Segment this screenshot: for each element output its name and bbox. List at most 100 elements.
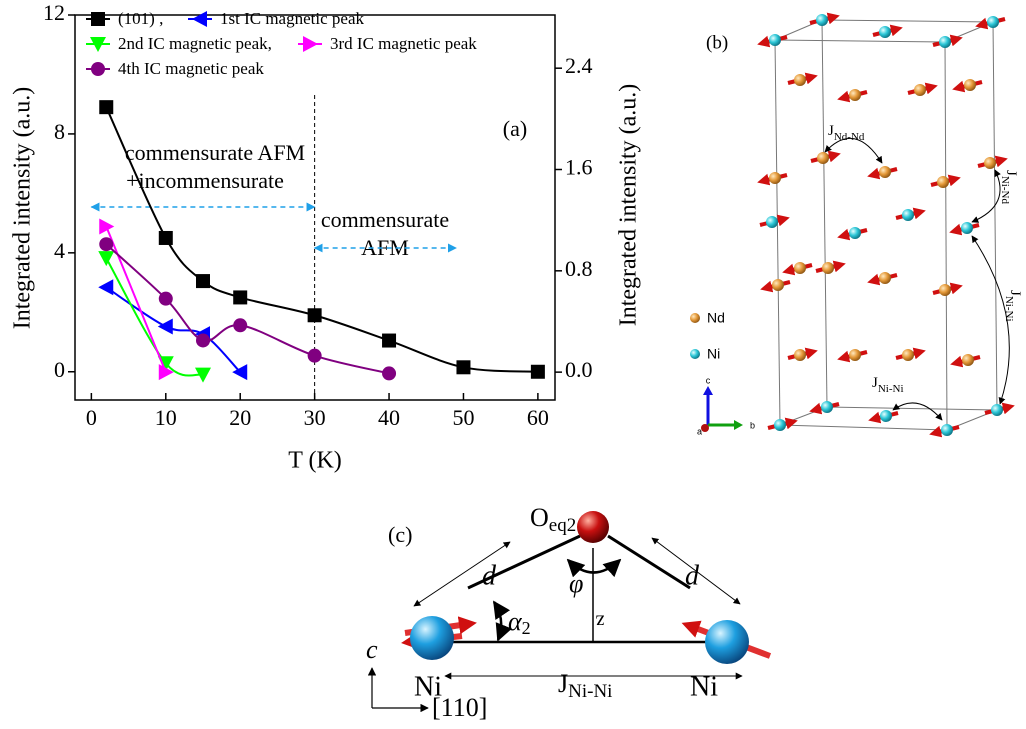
- atom: [962, 354, 974, 366]
- cell-edge: [992, 21, 998, 411]
- atom: [769, 34, 781, 46]
- series-line: [105, 286, 241, 373]
- legend-label: 1st IC magnetic peak: [220, 9, 364, 28]
- coupling-label: JNi-Ni: [1003, 290, 1022, 322]
- atom: [880, 410, 892, 422]
- marker: [195, 367, 211, 383]
- marker: [307, 308, 322, 323]
- atom: [939, 284, 951, 296]
- cell-edge: [821, 19, 994, 23]
- y2-tick-label: 0.8: [565, 256, 593, 281]
- axis-label: c: [706, 375, 711, 385]
- legend-label: 4th IC magnetic peak: [118, 59, 264, 78]
- coupling-arrow: [971, 235, 1010, 405]
- coupling-subscript: Ni-Ni: [568, 681, 612, 702]
- coupling-label: JNi-Ni: [558, 669, 612, 702]
- atom: [794, 349, 806, 361]
- atom: [984, 157, 996, 169]
- marker: [303, 36, 318, 52]
- marker: [157, 318, 173, 335]
- coupling-label: JNd-Nd: [828, 123, 865, 142]
- oxygen-symbol: O: [530, 503, 549, 532]
- atom: [939, 36, 951, 48]
- distance-arrow: [413, 541, 511, 607]
- cell-edge: [821, 19, 828, 408]
- x-tick-label: 20: [229, 405, 251, 430]
- atom: [902, 349, 914, 361]
- coupling-subscript: Ni-Ni: [1003, 296, 1015, 322]
- y-tick-label: 4: [54, 238, 65, 263]
- axis-arrow-head: [734, 420, 743, 430]
- y-axis-label: Integrated intensity (a.u.): [10, 87, 36, 330]
- legend-label: Ni: [707, 346, 720, 362]
- cell-edge: [944, 41, 948, 431]
- legend-label: 3rd IC magnetic peak: [330, 34, 477, 53]
- x-tick-label: 60: [527, 405, 549, 430]
- atom: [879, 166, 891, 178]
- marker: [382, 366, 397, 381]
- atom: [769, 172, 781, 184]
- oxygen-label: Oeq2: [530, 503, 576, 536]
- coupling-arrow: [971, 169, 1001, 223]
- series-line: [105, 257, 204, 377]
- marker: [99, 237, 114, 252]
- distance-label: d: [482, 560, 497, 591]
- ni-atom: [705, 620, 749, 664]
- atom: [902, 209, 914, 221]
- panel-label: (a): [503, 116, 527, 141]
- atom: [822, 262, 834, 274]
- coupling-subscript: Nd-Nd: [834, 131, 865, 143]
- phi-label: φ: [569, 569, 583, 598]
- legend-label: 2nd IC magnetic peak,: [118, 34, 272, 53]
- axis-arrow-head: [703, 386, 713, 395]
- coupling-label: JNi-Nd: [999, 170, 1018, 204]
- marker: [382, 333, 397, 348]
- coupling-arrow: [892, 402, 943, 421]
- coupling-arrow: [824, 137, 883, 164]
- coupling-subscript: Ni-Ni: [878, 383, 904, 395]
- marker: [90, 37, 106, 52]
- atom: [987, 16, 999, 28]
- cell-edge: [826, 406, 998, 411]
- bond-line: [607, 534, 691, 590]
- y2-tick-label: 0.0: [565, 357, 593, 382]
- marker: [196, 274, 210, 289]
- axis-label: [110]: [432, 693, 487, 722]
- atom: [794, 74, 806, 86]
- coupling-symbol: J: [558, 669, 568, 698]
- x-tick-label: 10: [155, 405, 177, 430]
- y2-axis-label: Integrated intensity (a.u.): [616, 84, 642, 327]
- atom: [772, 279, 784, 291]
- height-label: z: [595, 610, 604, 632]
- atom: [879, 26, 891, 38]
- atom: [879, 272, 891, 284]
- axis-label: b: [750, 420, 755, 430]
- atom: [794, 262, 806, 274]
- atom: [849, 349, 861, 361]
- atom: [937, 176, 949, 188]
- panel-b: (b) JNd-Nd JNi-Nd JNi-Ni JNi-Ni Nd Ni c …: [690, 12, 1023, 438]
- y-tick-label: 8: [54, 119, 65, 144]
- coupling-symbol: J: [828, 123, 834, 139]
- ni-atom: [410, 616, 454, 660]
- axis-origin: [701, 424, 709, 432]
- marker: [98, 251, 115, 267]
- atom: [991, 404, 1003, 416]
- annotation: AFM: [361, 235, 409, 260]
- atom-label: Ni: [414, 671, 442, 702]
- series-line: [105, 243, 390, 375]
- atom: [817, 152, 829, 164]
- atom: [849, 89, 861, 101]
- legend-label: (101) ,: [118, 9, 163, 28]
- marker: [91, 62, 105, 76]
- coupling-symbol: J: [1007, 290, 1023, 296]
- distance-label: d: [685, 560, 700, 591]
- marker: [98, 279, 114, 296]
- y2-tick-label: 1.6: [565, 155, 593, 180]
- panel-c: (c) Oeq2 d d α2 φ z Ni Ni JNi-Ni c [110]: [366, 503, 772, 722]
- o-atom: [577, 511, 609, 543]
- angle-arrow: [492, 600, 512, 642]
- legend-label: Nd: [707, 310, 725, 326]
- marker: [158, 291, 173, 306]
- marker: [232, 364, 248, 381]
